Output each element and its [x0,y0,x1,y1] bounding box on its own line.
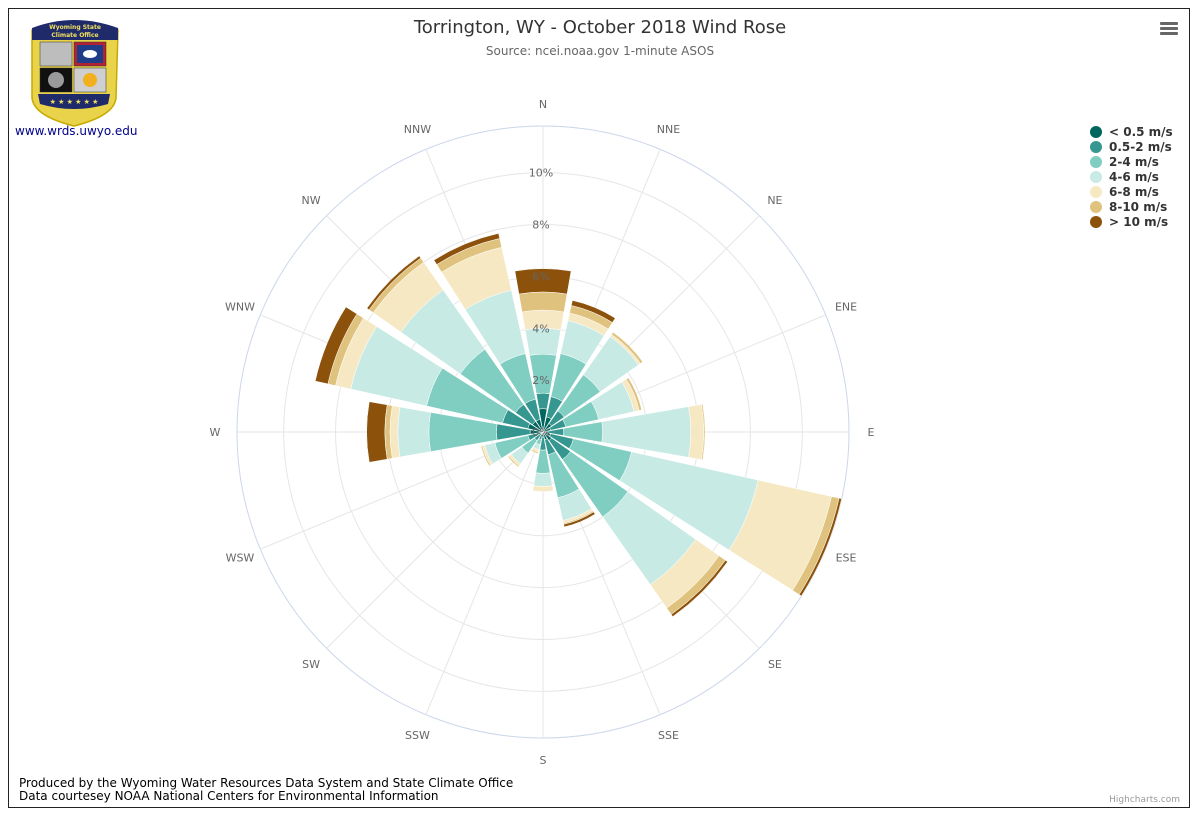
bar-se-series-6[interactable] [670,559,728,617]
legend-symbol [1090,216,1102,228]
bar-s-series-4[interactable] [532,485,554,492]
radial-tick-label: 2% [532,374,549,387]
footer-line-2: Data courtesey NOAA National Centers for… [19,789,439,803]
bar-wnw-series-6[interactable] [314,306,358,385]
direction-label-ese: ESE [836,552,857,565]
legend-symbol [1090,156,1102,168]
chart-title: Torrington, WY - October 2018 Wind Rose [413,17,786,38]
direction-label-ene: ENE [835,300,857,313]
bar-sw-series-5[interactable] [507,455,520,468]
chart-subtitle: Source: ncei.noaa.gov 1-minute ASOS [486,44,714,58]
radial-tick-label: 10% [529,167,553,180]
bar-w-series-6[interactable] [366,401,388,463]
bar-ne-series-5[interactable] [611,331,644,364]
direction-label-n: N [539,98,547,111]
direction-label-nnw: NNW [404,123,431,136]
bar-ssw-series-5[interactable] [530,449,539,454]
bar-n-series-5[interactable] [518,291,568,313]
legend-item[interactable]: > 10 m/s [1090,215,1168,229]
bar-nne-series-6[interactable] [570,300,616,323]
legend: < 0.5 m/s0.5-2 m/s2-4 m/s4-6 m/s6-8 m/s8… [1090,125,1173,229]
legend-item[interactable]: 6-8 m/s [1090,185,1159,199]
direction-label-s: S [540,754,547,767]
legend-label: 8-10 m/s [1109,200,1167,214]
direction-label-w: W [210,426,221,439]
direction-label-ssw: SSW [405,729,430,742]
bar-e-series-4[interactable] [688,404,705,460]
legend-label: 2-4 m/s [1109,155,1159,169]
wind-bars [314,233,842,617]
legend-item[interactable]: 2-4 m/s [1090,155,1159,169]
radial-tick-label: 6% [532,270,549,283]
bar-n-series-6[interactable] [514,268,572,295]
legend-symbol [1090,201,1102,213]
bar-wsw-series-5[interactable] [480,445,491,467]
bar-n-series-1[interactable] [536,392,550,410]
legend-item[interactable]: 0.5-2 m/s [1090,140,1172,154]
direction-label-se: SE [768,658,782,671]
legend-label: 6-8 m/s [1109,185,1159,199]
direction-label-nw: NW [302,194,321,207]
radial-tick-label: 0% [532,426,549,439]
direction-label-sse: SSE [658,729,679,742]
direction-label-sw: SW [302,658,320,671]
highcharts-credits[interactable]: Highcharts.com [1109,795,1180,805]
legend-item[interactable]: < 0.5 m/s [1090,125,1173,139]
legend-symbol [1090,186,1102,198]
logo-text-line1: Wyoming State [49,24,101,31]
bar-ene-series-5[interactable] [625,377,642,411]
direction-label-nne: NNE [657,123,680,136]
radial-tick-label: 4% [532,322,549,335]
direction-label-e: E [868,426,875,439]
climate-office-logo: Wyoming State Climate Office ★ ★ ★ ★ ★ ★ [31,20,119,127]
footer-line-1: Produced by the Wyoming Water Resources … [19,776,514,790]
legend-label: 4-6 m/s [1109,170,1159,184]
radial-tick-label: 8% [532,219,549,232]
legend-item[interactable]: 4-6 m/s [1090,170,1159,184]
bar-nw-series-6[interactable] [366,255,422,311]
grid-spoke [326,431,544,649]
footer-text: Produced by the Wyoming Water Resources … [19,777,513,803]
legend-symbol [1090,126,1102,138]
legend-symbol [1090,141,1102,153]
grid-spoke [425,431,544,715]
logo-text-line2: Climate Office [51,32,98,39]
legend-label: 0.5-2 m/s [1109,140,1172,154]
bar-s-series-3[interactable] [533,472,553,487]
legend-label: > 10 m/s [1109,215,1168,229]
axis-labels: 0% 2% 4% 6% 8% 10% N NNE NE ENE E ESE SE SSE S SSW SW WSW… [210,98,875,767]
direction-label-ne: NE [767,194,782,207]
svg-text:★ ★ ★ ★ ★ ★: ★ ★ ★ ★ ★ ★ [50,98,99,106]
legend-item[interactable]: 8-10 m/s [1090,200,1167,214]
bar-w-series-3[interactable] [397,406,431,458]
bar-nnw-series-6[interactable] [433,233,501,265]
hamburger-menu-icon[interactable] [1158,20,1180,40]
direction-label-wnw: WNW [225,300,255,313]
direction-label-wsw: WSW [226,552,255,565]
website-link[interactable]: www.wrds.uwyo.edu [15,124,138,138]
bar-ese-series-6[interactable] [798,497,842,597]
bar-sse-series-6[interactable] [563,511,596,528]
bar-e-series-5[interactable] [701,403,706,461]
legend-label: < 0.5 m/s [1109,125,1173,139]
legend-symbol [1090,171,1102,183]
